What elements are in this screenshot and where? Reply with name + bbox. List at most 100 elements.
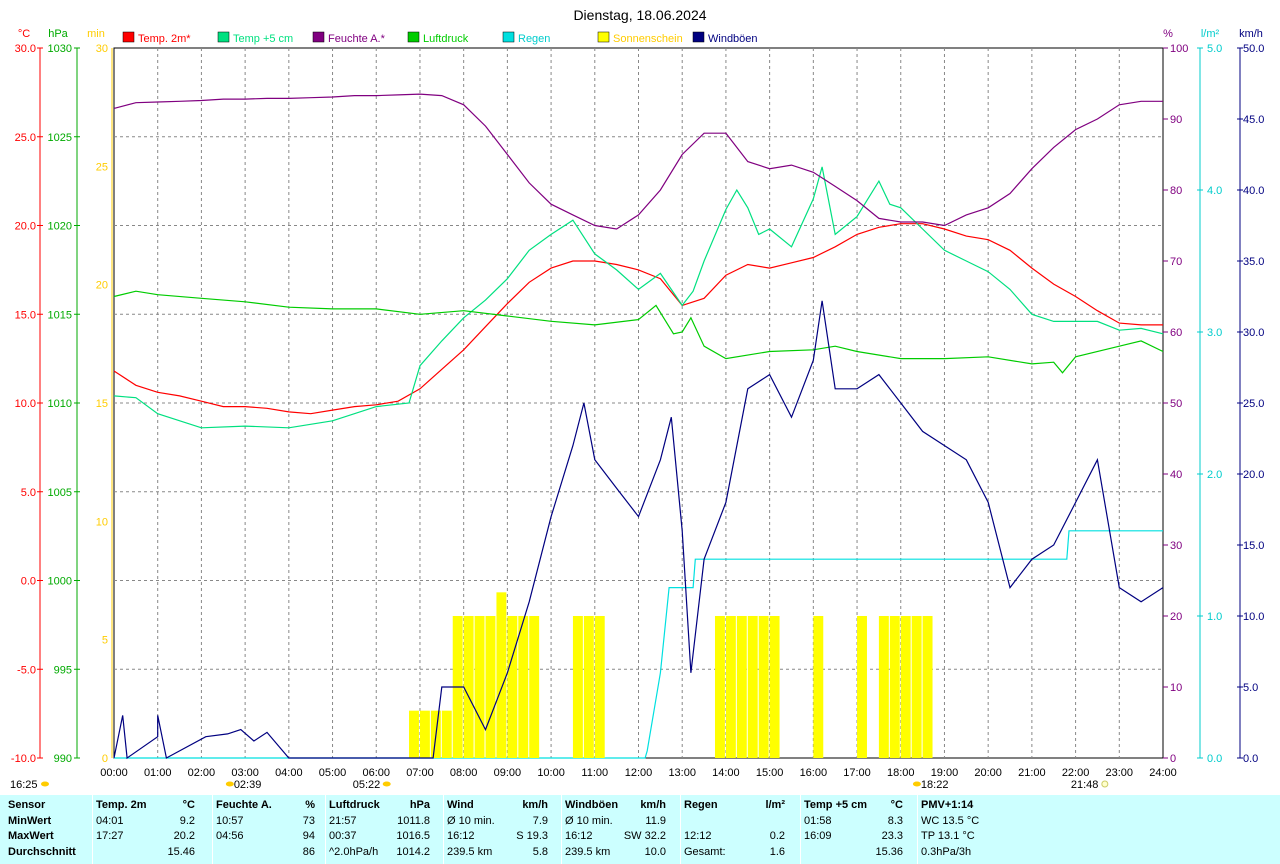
marker-label: 16:25 (10, 779, 38, 791)
sunshine-bar (441, 710, 452, 758)
weather-chart: 00:00 01:00 02:00 03:00 04:00 05:00 06:00 07:00… (10, 7, 1264, 791)
x-tick-label: 05:00 (319, 767, 347, 779)
x-tick-label: 09:00 (494, 767, 522, 779)
stats-cell-value: 11.9 (645, 815, 666, 827)
sunshine-bar (911, 616, 922, 758)
x-tick-label: 04:00 (275, 767, 303, 779)
x-tick-label: 01:00 (144, 767, 172, 779)
x-tick-label: 07:00 (406, 767, 434, 779)
pressure-tick-label: 990 (54, 753, 72, 765)
row-label-sensor: Sensor (8, 799, 46, 811)
humidity-tick-label: 60 (1170, 327, 1182, 339)
row-label-max: MaxWert (8, 830, 54, 842)
stats-cell-label: 01:58 (804, 815, 832, 827)
stats-column-unit: km/h (640, 799, 666, 811)
stats-cell-value: 1016.5 (396, 830, 430, 842)
wind-tick-label: 25.0 (1243, 398, 1264, 410)
stats-cell-label: Gesamt: (684, 846, 726, 858)
legend-label-temp-2m-: Temp. 2m* (138, 33, 191, 45)
sunshine-bar (758, 616, 769, 758)
rain-axis-unit: l/m² (1201, 28, 1220, 40)
stats-cell-label: 10:57 (216, 815, 244, 827)
sun-icon (41, 781, 49, 787)
stats-column-header: Regen (684, 799, 718, 811)
sunshine-bar (725, 616, 736, 758)
stats-column-1: Temp. 2m °C 04:01 9.2 17:27 20.2 15.46 (92, 795, 203, 864)
sunshine-bar (900, 616, 911, 758)
humidity-tick-label: 90 (1170, 114, 1182, 126)
sunshine-bar (409, 710, 419, 758)
legend-label-luftdruck: Luftdruck (423, 33, 469, 45)
sunshine-bar (878, 616, 889, 758)
stats-cell-value: S 19.3 (516, 830, 548, 842)
stats-cell-label: Ø 10 min. (447, 815, 495, 827)
stats-column-header: Feuchte A. (216, 799, 272, 811)
humidity-tick-label: 10 (1170, 682, 1182, 694)
stats-column-3: Luftdruck hPa 21:57 1011.8 00:37 1016.5 ^2.0hP… (325, 795, 438, 864)
x-tick-label: 11:00 (581, 767, 608, 779)
x-tick-label: 12:00 (625, 767, 653, 779)
x-tick-label: 22:00 (1062, 767, 1090, 779)
stats-cell-label: ^2.0hPa/h (329, 846, 379, 858)
sun-icon (382, 781, 391, 787)
stats-column-header: Temp. 2m (96, 799, 147, 811)
stats-cell-label: 16:12 (565, 830, 593, 842)
pressure-tick-label: 1030 (48, 43, 72, 55)
sunrise-icon (225, 781, 234, 787)
humidity-tick-label: 70 (1170, 256, 1182, 268)
stats-cell-label: 04:56 (216, 830, 244, 842)
rain-tick-label: 3.0 (1207, 327, 1222, 339)
temp-tick-label: -5.0 (17, 664, 36, 676)
sunshine-tick-label: 5 (102, 635, 108, 647)
marker-label: 02:39 (234, 779, 262, 791)
stats-column-unit: l/m² (765, 799, 785, 811)
wind-tick-label: 50.0 (1243, 43, 1264, 55)
stats-column-6: Regen l/m² 12:12 0.2 Gesamt: 1.6 (680, 795, 793, 864)
sunshine-bar (769, 616, 780, 758)
stats-column-header: Windböen (565, 799, 619, 811)
sunshine-bar (857, 616, 867, 758)
legend-swatch (692, 31, 705, 43)
stats-cell-label: 239.5 km (565, 846, 611, 858)
sunshine-bar (507, 616, 518, 758)
stats-cell-value: 15.46 (167, 846, 195, 858)
x-tick-label: 15:00 (756, 767, 784, 779)
humidity-tick-label: 100 (1170, 43, 1188, 55)
stats-cell-label: 17:27 (96, 830, 124, 842)
pressure-tick-label: 1025 (48, 132, 72, 144)
wind-tick-label: 35.0 (1243, 256, 1264, 268)
sunshine-bar (922, 616, 933, 758)
x-tick-label: 14:00 (712, 767, 740, 779)
legend-swatch (407, 31, 420, 43)
stats-cell-label: 16:12 (447, 830, 475, 842)
x-tick-label: 17:00 (843, 767, 871, 779)
temp-tick-label: 15.0 (15, 309, 36, 321)
rain-tick-label: 4.0 (1207, 185, 1222, 197)
legend-swatch (217, 31, 230, 43)
x-tick-label: 16:00 (800, 767, 828, 779)
wind-tick-label: 10.0 (1243, 611, 1264, 623)
temp-tick-label: 25.0 (15, 132, 36, 144)
x-tick-label: 02:00 (188, 767, 216, 779)
legend-swatch (122, 31, 135, 43)
stats-cell-value: 94 (302, 830, 315, 842)
sunshine-bar (572, 616, 583, 758)
sunshine-bar (583, 616, 594, 758)
sunshine-tick-label: 0 (102, 753, 108, 765)
stats-cell-label: 21:57 (329, 815, 357, 827)
wind-tick-label: 40.0 (1243, 185, 1264, 197)
stats-column-7: Temp +5 cm °C 01:58 8.3 16:09 23.3 15.36 (800, 795, 911, 864)
sunshine-axis-unit: min (87, 28, 105, 40)
temp-tick-label: 0.0 (21, 576, 36, 588)
wind-tick-label: 5.0 (1243, 682, 1258, 694)
humidity-tick-label: 40 (1170, 469, 1182, 481)
sunshine-bar (518, 616, 529, 758)
pressure-tick-label: 995 (54, 664, 72, 676)
humidity-tick-label: 30 (1170, 540, 1182, 552)
stats-cell-value: 15.36 (875, 846, 903, 858)
sunshine-bar (594, 616, 605, 758)
temp-tick-label: 10.0 (15, 398, 36, 410)
humidity-tick-label: 80 (1170, 185, 1182, 197)
stats-cell-value: 1014.2 (396, 846, 430, 858)
x-tick-label: 18:00 (887, 767, 915, 779)
